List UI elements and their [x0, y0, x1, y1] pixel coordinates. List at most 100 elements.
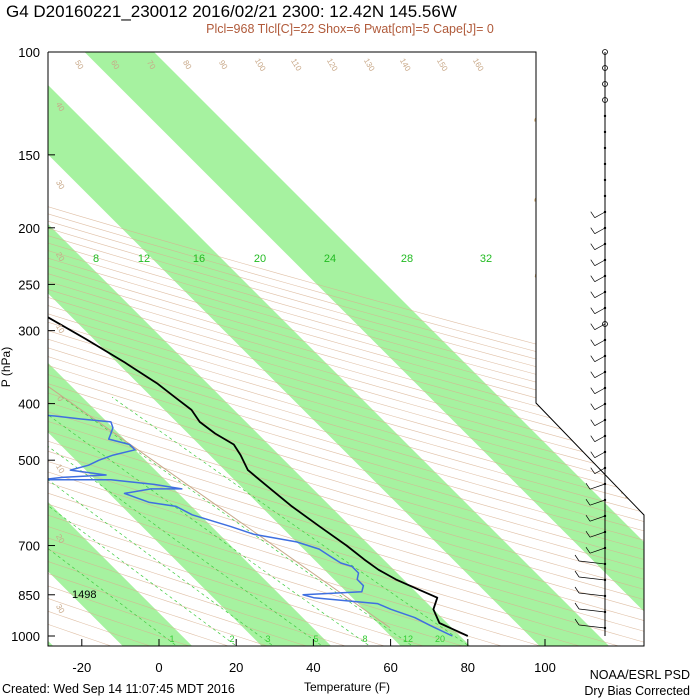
dry-adiabat-line [48, 330, 644, 504]
wind-barb-feather [585, 499, 591, 506]
dry-adiabat-line [48, 392, 644, 570]
mixing-ratio-bottom-label: 5 [313, 634, 318, 644]
chart-title: G4 D20160221_230012 2016/02/21 2300: 12.… [6, 2, 457, 21]
wind-barb-staff [594, 339, 606, 346]
wind-barb-feather [590, 467, 596, 474]
x-tick-label: 20 [229, 660, 243, 675]
wind-barb-feather [590, 387, 596, 394]
y-tick-label: 250 [18, 277, 40, 292]
y-tick-label: 150 [18, 148, 40, 163]
mixing-ratio-bottom-label: 2 [229, 634, 234, 644]
mixing-ratio-bottom-label: 20 [435, 634, 445, 644]
dry-adiabat-label: 140 [398, 57, 413, 74]
mixing-ratio-bottom-label: 1 [169, 634, 174, 644]
dry-adiabat-line [48, 227, 644, 396]
wind-calm-circle [602, 321, 608, 327]
dry-adiabat-left-label: 10 [54, 463, 67, 476]
parcel-line [48, 385, 391, 629]
y-tick-label: 700 [18, 539, 40, 554]
dry-adiabat-label: 160 [471, 57, 486, 74]
dry-adiabat-line [48, 549, 347, 646]
dry-adiabat-left-label: 30 [54, 603, 67, 616]
wind-barb-feather [590, 291, 596, 298]
dewpoint-series-line [48, 414, 453, 637]
mixing-ratio-bottom-label: 12 [403, 634, 413, 644]
mixing-ratio-label: 24 [324, 253, 336, 265]
wind-barb-staff [594, 467, 606, 474]
wind-barb-feather [585, 531, 591, 538]
wind-barb-feather [590, 227, 596, 234]
dry-adiabat-line [48, 471, 620, 646]
temperature-band [48, 362, 332, 646]
mixing-ratio-bottom-label: 3 [265, 634, 270, 644]
wind-barb-staff [594, 275, 606, 282]
wind-barb-staff [589, 547, 606, 554]
mixing-ratio-bottom-label: 8 [362, 634, 367, 644]
wind-barb-feather [590, 435, 596, 442]
wind-calm-circle [602, 49, 608, 55]
wind-barb-staff [589, 483, 606, 490]
y-tick-label: 100 [18, 45, 40, 60]
mixing-ratio-line [48, 548, 178, 646]
wind-barb-staff [578, 576, 606, 581]
wind-barbs [574, 49, 608, 636]
dry-adiabat-line [48, 421, 644, 600]
temperature-series-line [48, 316, 469, 637]
dry-adiabat-label: 50 [73, 59, 86, 72]
wind-barb-feather [590, 419, 596, 426]
dry-adiabat-line [48, 374, 644, 551]
wind-barb-feather [590, 211, 596, 218]
chart-subtitle: Plcl=968 Tlcl[C]=22 Shox=6 Pwat[cm]=5 Ca… [206, 22, 494, 36]
temperature-band [48, 84, 610, 646]
dry-adiabat-line [48, 250, 644, 420]
wind-barb-feather [590, 275, 596, 282]
y-tick-label: 500 [18, 453, 40, 468]
dry-adiabat-line [48, 461, 644, 643]
mixing-ratio-line [48, 445, 323, 646]
dry-adiabat-line [48, 265, 644, 436]
wind-calm-circle [602, 97, 608, 103]
dry-adiabat-left-label: 30 [54, 179, 67, 192]
dry-adiabat-line [48, 585, 230, 646]
dry-adiabat-label: 130 [362, 57, 377, 74]
dry-adiabat-line [48, 411, 644, 590]
mixing-ratio-label: 28 [401, 253, 413, 265]
wind-barb-feather [574, 586, 580, 594]
x-axis-label: Temperature (F) [304, 680, 391, 694]
dry-adiabat-label: 150 [435, 57, 450, 74]
x-tick-label: -20 [72, 660, 91, 675]
dry-adiabat-left-label: 0 [55, 395, 65, 404]
wind-barb-staff [589, 515, 606, 522]
plot-frame [47, 51, 645, 647]
dry-adiabat-line [48, 383, 644, 560]
wind-barb-staff [589, 531, 606, 538]
mixing-ratio-label: 16 [193, 253, 205, 265]
wind-barb-staff [594, 435, 606, 442]
wind-dot [603, 146, 607, 150]
wind-barb-staff [594, 211, 606, 218]
parcel-path [48, 385, 391, 629]
wind-barb-feather [585, 547, 591, 554]
x-tick-label: 80 [461, 660, 475, 675]
wind-barb-feather [590, 259, 596, 266]
dry-adiabat-line [48, 561, 308, 646]
wind-barb-staff [578, 560, 606, 565]
dry-adiabat-label: 120 [325, 57, 340, 74]
dry-adiabat-label: 100 [253, 57, 268, 74]
dry-adiabat-line [48, 514, 464, 646]
dry-adiabat-label: 110 [289, 57, 303, 73]
wind-barb-feather [585, 515, 591, 522]
wind-barb-feather [574, 602, 580, 610]
wind-barb-feather [574, 570, 580, 578]
dry-adiabat-line [48, 213, 644, 381]
wind-dot [603, 130, 607, 134]
dry-adiabat-line [48, 281, 644, 452]
dry-adiabats [48, 206, 644, 646]
dry-adiabat-line [48, 526, 425, 646]
wind-barb-staff [594, 371, 606, 378]
dry-adiabat-label: 80 [181, 59, 194, 72]
wind-barb-staff [594, 259, 606, 266]
wind-barb-feather [590, 371, 596, 378]
wind-barb-staff [594, 291, 606, 298]
